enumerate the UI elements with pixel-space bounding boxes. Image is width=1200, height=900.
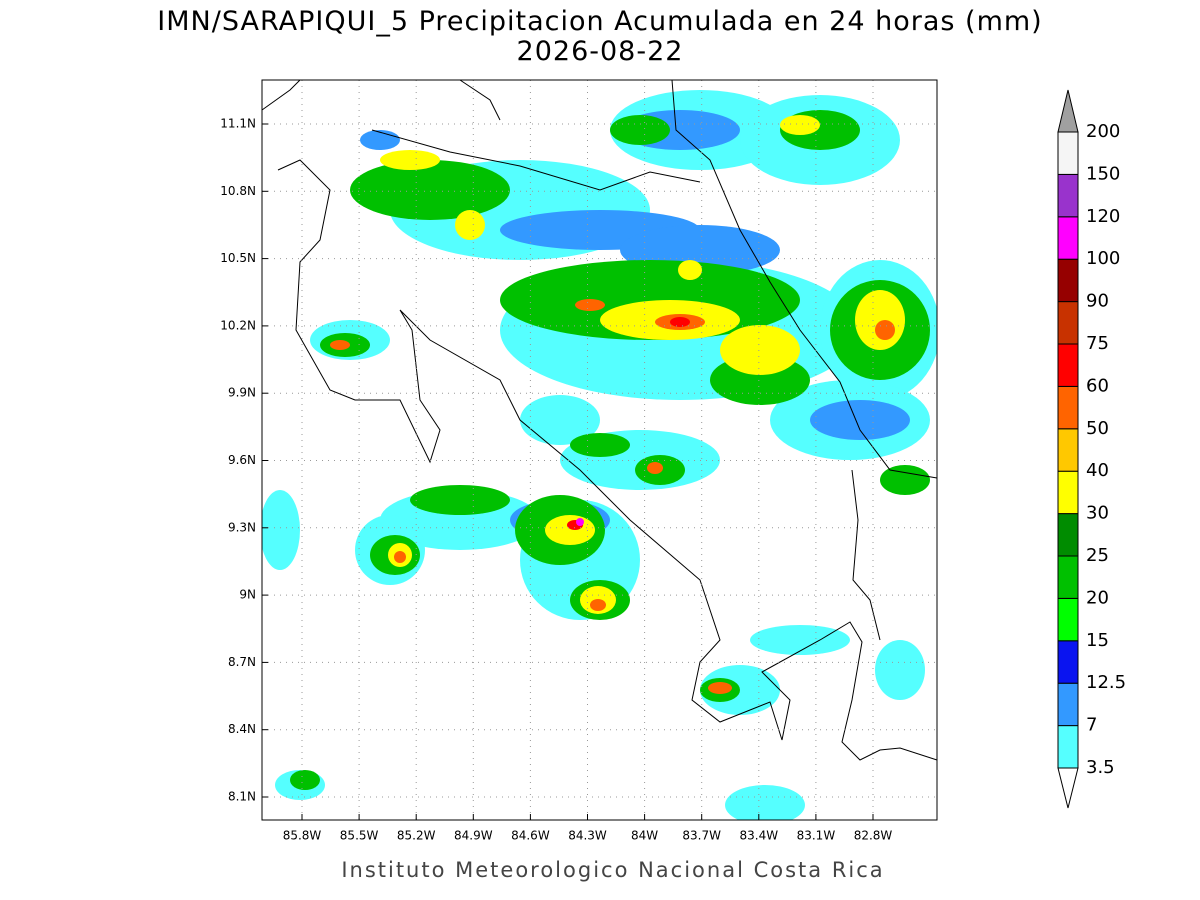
colorbar-label: 50 <box>1086 418 1109 439</box>
colorbar-box <box>1057 513 1079 557</box>
colorbar-box <box>1057 725 1079 769</box>
colorbar-label: 75 <box>1086 333 1109 354</box>
lon-tick-label: 84.6W <box>511 829 550 843</box>
lat-tick-label: 9.9N <box>228 386 256 400</box>
colorbar-label: 60 <box>1086 375 1109 396</box>
lat-tick-label: 10.5N <box>220 251 256 265</box>
footer: Instituto Meteorologico Nacional Costa R… <box>341 858 884 882</box>
colorbar-label: 120 <box>1086 206 1120 227</box>
map-frame <box>261 79 938 821</box>
lat-tick-label: 8.4N <box>228 722 256 736</box>
lat-tick-label: 9.6N <box>228 453 256 467</box>
axes: 11.1N 10.8N 10.5N 10.2N 9.9N 9.6N 9.3N 9N 8.7N 8.… <box>220 80 937 843</box>
colorbar-under <box>1057 767 1079 809</box>
colorbar-label: 200 <box>1086 121 1120 142</box>
colorbar-box <box>1057 131 1079 175</box>
lon-tick-label: 84.3W <box>568 829 607 843</box>
map-title: IMN/SARAPIQUI_5 Precipitacion Acumulada … <box>157 6 1042 37</box>
lat-tick-label: 8.1N <box>228 790 256 804</box>
colorbar-box <box>1057 343 1079 387</box>
colorbar-label: 90 <box>1086 291 1109 312</box>
colorbar-label: 25 <box>1086 545 1109 566</box>
colorbar-label: 3.5 <box>1086 757 1115 778</box>
colorbar-box <box>1057 301 1079 345</box>
colorbar-label: 15 <box>1086 630 1109 651</box>
colorbar-label: 40 <box>1086 460 1109 481</box>
colorbar-box <box>1057 173 1079 218</box>
lon-tick-label: 83.1W <box>797 829 836 843</box>
lon-tick-label: 83.7W <box>682 829 721 843</box>
colorbar: 3.5 7 12.5 15 20 25 30 40 50 60 75 90 100 120 150 200 <box>1057 89 1126 809</box>
colorbar-box <box>1057 216 1079 260</box>
lon-tick-label: 84.9W <box>454 829 493 843</box>
colorbar-box <box>1057 555 1079 599</box>
colorbar-label: 150 <box>1086 163 1120 184</box>
lat-tick-label: 8.7N <box>228 655 256 669</box>
lon-tick-label: 85.5W <box>340 829 379 843</box>
coastlines <box>261 79 938 761</box>
colorbar-label: 7 <box>1086 715 1097 736</box>
colorbar-label: 100 <box>1086 248 1120 269</box>
lat-tick-label: 10.2N <box>220 318 256 332</box>
colorbar-box <box>1057 470 1079 515</box>
colorbar-label: 12.5 <box>1086 672 1126 693</box>
lat-tick-label: 10.8N <box>220 184 256 198</box>
lat-tick-label: 11.1N <box>220 117 256 131</box>
colorbar-over <box>1057 89 1079 133</box>
lon-tick-label: 85.8W <box>283 829 322 843</box>
colorbar-box <box>1057 597 1079 642</box>
colorbar-box <box>1057 385 1079 430</box>
lat-tick-label: 9.3N <box>228 520 256 534</box>
lon-tick-label: 82.8W <box>854 829 893 843</box>
colorbar-box <box>1057 428 1079 472</box>
precipitation-field <box>262 90 937 820</box>
lon-tick-label: 84W <box>631 829 658 843</box>
colorbar-box <box>1057 640 1079 684</box>
colorbar-box <box>1057 258 1079 303</box>
colorbar-box <box>1057 682 1079 727</box>
lat-tick-label: 9N <box>239 588 256 602</box>
colorbar-label: 30 <box>1086 503 1109 524</box>
lon-tick-label: 85.2W <box>397 829 436 843</box>
map-date: 2026-08-22 <box>517 36 684 67</box>
lon-tick-label: 83.4W <box>740 829 779 843</box>
colorbar-label: 20 <box>1086 587 1109 608</box>
